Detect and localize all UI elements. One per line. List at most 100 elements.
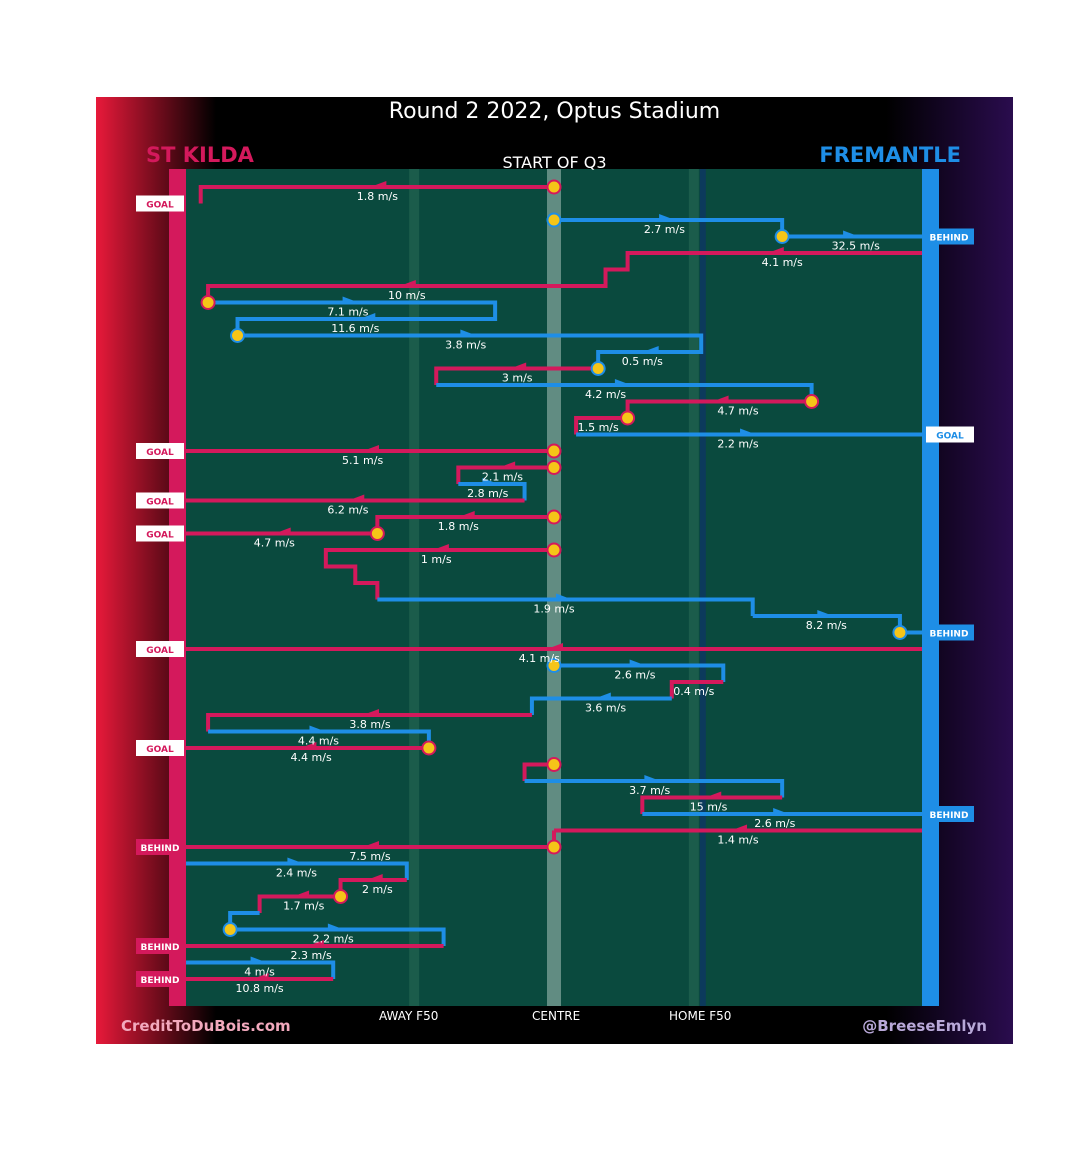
chain-path-3 (208, 300, 498, 336)
speed-label-23-0: 4.4 m/s (291, 751, 332, 764)
outcome-label-23: GOAL (146, 745, 174, 755)
chain-arrow-8-0 (740, 428, 757, 437)
start-marker-2-0 (200, 295, 216, 310)
start-marker-4-0 (590, 361, 606, 376)
speed-label-16-0: 8.2 m/s (806, 619, 847, 632)
outcome-box-0 (136, 195, 184, 212)
start-marker-13-0 (546, 509, 562, 525)
outcome-box-29 (136, 839, 184, 855)
speed-label-27-0: 2.6 m/s (754, 817, 795, 830)
chain-path-14 (323, 548, 554, 600)
speed-label-5-0: 3 m/s (502, 372, 533, 385)
start-marker-18-0 (546, 658, 562, 673)
speed-label-9-0: 5.1 m/s (342, 454, 383, 467)
start-marker-28-0 (546, 839, 562, 855)
chain-path-11 (458, 482, 527, 501)
speed-label-18-0: 2.6 m/s (614, 669, 655, 682)
chain-path-30 (186, 861, 409, 880)
outcome-label-33: BEHIND (141, 943, 180, 953)
start-marker-7-0 (804, 394, 820, 409)
away-team-name: FREMANTLE (819, 143, 961, 167)
chain-arrow-4-2 (642, 346, 659, 354)
outcome-label-12: GOAL (146, 498, 174, 508)
outcome-label-16: BEHIND (930, 630, 969, 640)
chain-arrow-6-0 (614, 379, 631, 387)
speed-label-8-0: 2.2 m/s (717, 438, 758, 451)
chart-title: Round 2 2022, Optus Stadium (388, 99, 721, 124)
home-team-name: ST KILDA (146, 143, 254, 167)
speed-label-1-0: 2.7 m/s (644, 223, 685, 236)
speed-label-32-0: 2.2 m/s (313, 933, 354, 946)
speed-label-13-0: 1.8 m/s (438, 520, 479, 533)
speed-label-31-1: 1.7 m/s (283, 900, 324, 913)
chain-arrow-16-0 (817, 610, 834, 618)
chain-arrow-3-2 (359, 313, 376, 321)
outcome-box-12 (136, 492, 184, 509)
outcome-box-13 (136, 525, 184, 542)
chain-arrow-9-0 (363, 445, 379, 453)
start-marker-31-0 (333, 889, 349, 904)
chain-arrow-1-0 (659, 214, 676, 222)
speed-label-20-0: 3.6 m/s (585, 702, 626, 715)
chain-arrow-18-0 (629, 659, 646, 668)
chain-arrow-0-0 (370, 181, 387, 189)
speed-label-14-0: 1 m/s (421, 553, 452, 566)
chain-arrow-33-0 (307, 940, 324, 948)
outcome-box-16 (924, 624, 974, 641)
home-goal-bar (169, 169, 186, 1006)
chain-path-18 (554, 663, 726, 682)
markers-layer (200, 179, 908, 937)
chain-arrow-11-0 (482, 478, 499, 486)
speed-label-30-0: 2.4 m/s (276, 867, 317, 880)
speed-label-35-0: 10.8 m/s (236, 982, 284, 995)
chain-arrow-31-2 (293, 890, 310, 899)
speed-label-6-0: 4.2 m/s (585, 388, 626, 401)
chain-arrow-1-2 (843, 230, 860, 239)
speed-label-21-0: 3.8 m/s (349, 718, 390, 731)
outcome-label-35: BEHIND (141, 976, 180, 986)
chain-arrow-32-2 (327, 923, 344, 932)
outcome-label-9: GOAL (146, 448, 174, 458)
speed-label-2-0: 4.1 m/s (762, 256, 803, 269)
outcome-label-0: GOAL (146, 201, 174, 211)
centre-band (547, 169, 561, 1006)
speed-label-12-0: 6.2 m/s (327, 504, 368, 517)
x-tick-away-f50: AWAY F50 (379, 1009, 439, 1023)
chain-arrow-26-0 (705, 791, 722, 800)
speed-label-33-0: 2.3 m/s (291, 949, 332, 962)
chain-arrow-22-0 (309, 725, 326, 734)
chain-path-15 (377, 597, 755, 616)
chain-arrow-3-0 (342, 296, 359, 305)
speed-label-26-0: 15 m/s (690, 801, 728, 814)
chain-arrow-34-0 (250, 956, 267, 965)
speed-label-7-0: 4.7 m/s (717, 405, 758, 418)
outcome-box-35 (136, 971, 184, 987)
chain-path-34 (186, 960, 336, 979)
chain-arrow-2-4 (399, 280, 416, 288)
speed-label-3-1: 11.6 m/s (331, 322, 379, 335)
labels-layer: 1.8 m/s GOAL 2.7 m/s 32.5 m/s BEHIND 4.1 m/s 1… (136, 190, 974, 995)
start-marker-23-0 (421, 740, 437, 756)
away-f50-band (409, 169, 420, 1006)
speed-label-7-1: 1.5 m/s (578, 421, 619, 434)
start-marker-13-1 (369, 526, 385, 541)
chart-subtitle: START OF Q3 (502, 153, 607, 172)
start-marker-9-0 (546, 443, 562, 459)
outcome-box-17 (136, 641, 184, 657)
outcome-box-8 (926, 426, 974, 443)
outcome-box-9 (136, 443, 184, 459)
chain-arrow-2-0 (767, 247, 784, 255)
speed-label-34-0: 4 m/s (244, 966, 275, 979)
chain-path-2 (206, 251, 922, 303)
speed-label-2-1: 10 m/s (388, 289, 426, 302)
outcome-label-17: GOAL (146, 646, 174, 656)
chain-arrow-21-0 (363, 709, 379, 717)
outcome-label-27: BEHIND (930, 811, 969, 821)
chain-arrow-13-0 (458, 511, 475, 519)
chain-path-20 (529, 696, 672, 715)
speed-label-31-0: 2 m/s (362, 883, 393, 896)
start-marker-32-0 (222, 922, 238, 937)
chain-arrow-5-0 (510, 362, 527, 371)
outcome-label-1: BEHIND (930, 234, 969, 244)
speed-label-25-0: 3.7 m/s (629, 784, 670, 797)
